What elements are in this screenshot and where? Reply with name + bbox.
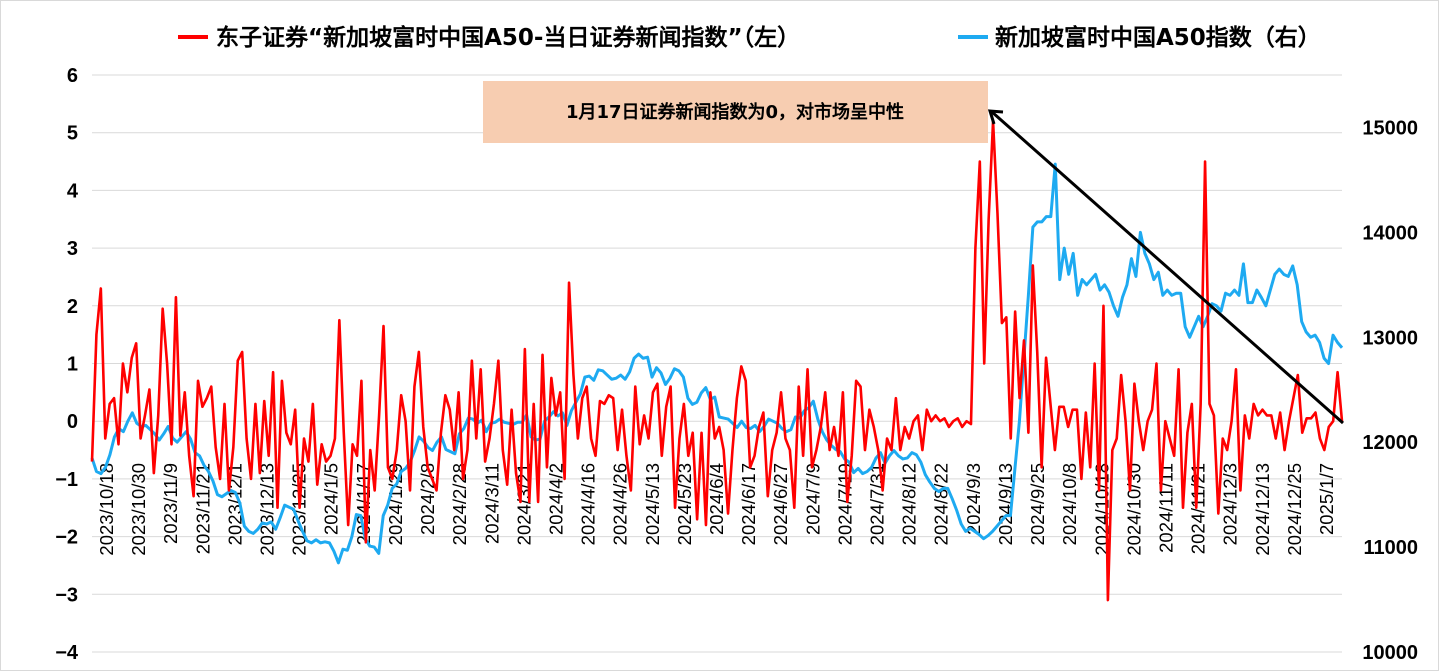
x-tick-label: 2024/1/5 bbox=[321, 463, 342, 535]
series-line bbox=[90, 162, 1344, 565]
left-tick-label: −2 bbox=[55, 527, 78, 549]
right-tick-label: 15000 bbox=[1362, 117, 1418, 139]
x-tick-label: 2024/2/28 bbox=[449, 463, 470, 545]
legend-label-red: 东子证券“新加坡富时中国A50-当日证券新闻指数”（左） bbox=[216, 24, 800, 51]
x-tick-label: 2024/6/27 bbox=[770, 463, 791, 545]
x-tick-label: 2024/12/13 bbox=[1252, 463, 1273, 556]
x-tick-label: 2024/3/11 bbox=[481, 463, 502, 544]
x-tick-label: 2024/10/30 bbox=[1123, 463, 1144, 556]
right-tick-label: 14000 bbox=[1362, 222, 1418, 244]
left-tick-label: 4 bbox=[67, 180, 79, 202]
x-tick-label: 2024/12/25 bbox=[1284, 463, 1305, 556]
x-tick-label: 2024/10/8 bbox=[1059, 463, 1080, 545]
x-tick-label: 2023/12/13 bbox=[257, 463, 278, 556]
right-tick-label: 10000 bbox=[1362, 642, 1418, 664]
annotation-arrow-head bbox=[987, 109, 1004, 125]
left-axis-ticks: 6 5 4 3 2 1 0 −1 −2 −3 −4 bbox=[55, 65, 79, 664]
x-tick-label: 2024/12/3 bbox=[1220, 463, 1241, 545]
legend: 东子证券“新加坡富时中国A50-当日证券新闻指数”（左） 新加坡富时中国A50指… bbox=[178, 24, 1321, 51]
left-tick-label: 0 bbox=[67, 411, 78, 433]
left-tick-label: −3 bbox=[55, 584, 78, 606]
left-tick-label: 5 bbox=[67, 123, 78, 145]
left-tick-label: 2 bbox=[67, 296, 78, 318]
right-tick-label: 13000 bbox=[1362, 327, 1418, 349]
left-series-layer bbox=[90, 119, 1344, 602]
left-tick-label: 3 bbox=[67, 238, 78, 260]
x-tick-label: 2024/4/2 bbox=[545, 463, 566, 535]
x-tick-label: 2025/1/7 bbox=[1316, 463, 1337, 535]
left-tick-label: −4 bbox=[55, 642, 79, 664]
left-tick-label: −1 bbox=[55, 469, 78, 491]
annotation-box bbox=[483, 81, 988, 143]
x-tick-label: 2024/7/19 bbox=[834, 463, 855, 545]
annotation-text: 1月17日证券新闻指数为0，对市场呈中性 bbox=[566, 101, 904, 123]
x-tick-label: 2024/2/8 bbox=[417, 463, 438, 535]
right-series-layer bbox=[90, 162, 1344, 565]
legend-label-blue: 新加坡富时中国A50指数（右） bbox=[995, 24, 1321, 51]
x-tick-label: 2024/5/23 bbox=[674, 463, 695, 545]
x-tick-label: 2024/7/9 bbox=[802, 463, 823, 535]
series-line bbox=[90, 119, 1344, 602]
x-tick-label: 2024/4/16 bbox=[578, 463, 599, 545]
x-tick-label: 2024/9/13 bbox=[995, 463, 1016, 545]
right-axis-ticks: 15000 14000 13000 12000 11000 10000 bbox=[1362, 117, 1418, 664]
x-tick-label: 2023/11/9 bbox=[160, 463, 181, 544]
annotation-arrow-line bbox=[991, 110, 1344, 425]
annotation: 1月17日证券新闻指数为0，对市场呈中性 bbox=[483, 81, 1344, 425]
x-tick-label: 2024/4/26 bbox=[610, 463, 631, 545]
x-tick-label: 2024/6/17 bbox=[738, 463, 759, 545]
x-tick-label: 2023/10/18 bbox=[96, 463, 117, 556]
left-tick-label: 6 bbox=[67, 65, 78, 87]
left-tick-label: 1 bbox=[67, 354, 78, 376]
x-tick-label: 2024/9/3 bbox=[963, 463, 984, 535]
x-tick-label: 2023/10/30 bbox=[128, 463, 149, 556]
x-tick-label: 2024/1/29 bbox=[385, 463, 406, 545]
right-tick-label: 12000 bbox=[1362, 432, 1418, 454]
x-tick-label: 2024/11/11 bbox=[1155, 463, 1176, 553]
right-tick-label: 11000 bbox=[1363, 537, 1418, 559]
x-tick-label: 2024/9/25 bbox=[1027, 463, 1048, 545]
x-tick-label: 2024/5/13 bbox=[642, 463, 663, 545]
x-tick-label: 2024/6/4 bbox=[706, 463, 727, 535]
x-tick-label: 2023/11/21 bbox=[192, 463, 213, 554]
x-tick-label: 2024/11/21 bbox=[1188, 463, 1209, 554]
x-tick-label: 2024/8/12 bbox=[899, 463, 920, 545]
x-tick-label: 2024/8/22 bbox=[931, 463, 952, 545]
